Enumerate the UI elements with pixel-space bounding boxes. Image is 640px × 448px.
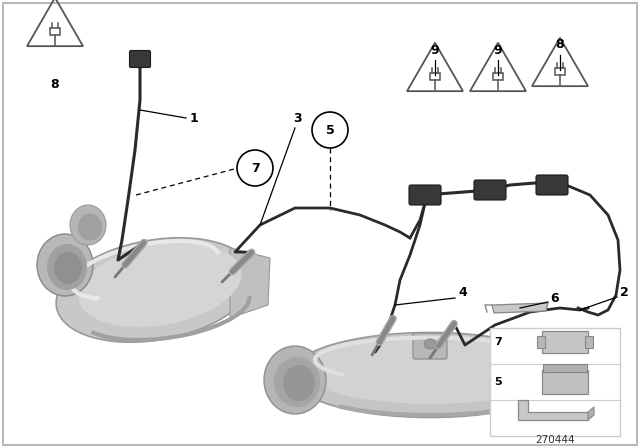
Text: 8: 8 (51, 78, 60, 91)
Ellipse shape (70, 205, 106, 245)
FancyBboxPatch shape (542, 370, 588, 394)
FancyBboxPatch shape (536, 175, 568, 195)
Ellipse shape (54, 252, 82, 284)
Circle shape (312, 112, 348, 148)
Ellipse shape (79, 243, 241, 327)
Text: 9: 9 (493, 43, 502, 56)
FancyBboxPatch shape (413, 333, 447, 359)
Ellipse shape (283, 365, 315, 401)
Ellipse shape (47, 244, 87, 290)
Ellipse shape (424, 339, 436, 349)
Text: 5: 5 (494, 377, 502, 387)
Text: 3: 3 (294, 112, 302, 125)
Circle shape (237, 150, 273, 186)
Polygon shape (230, 248, 270, 318)
Ellipse shape (78, 214, 102, 241)
Text: 8: 8 (556, 39, 564, 52)
Polygon shape (518, 400, 588, 420)
FancyBboxPatch shape (129, 51, 150, 68)
Text: 2: 2 (620, 285, 628, 298)
Ellipse shape (56, 238, 254, 342)
Ellipse shape (274, 357, 320, 407)
FancyBboxPatch shape (490, 328, 620, 436)
FancyBboxPatch shape (542, 331, 588, 353)
FancyBboxPatch shape (543, 364, 587, 372)
Text: 7: 7 (494, 337, 502, 347)
Ellipse shape (264, 346, 326, 414)
FancyBboxPatch shape (474, 180, 506, 200)
Text: 9: 9 (431, 43, 439, 56)
Polygon shape (588, 407, 594, 420)
Text: 4: 4 (458, 285, 467, 298)
Text: 270444: 270444 (535, 435, 575, 445)
Ellipse shape (546, 358, 586, 402)
Text: 1: 1 (190, 112, 199, 125)
Ellipse shape (303, 336, 557, 404)
Text: 5: 5 (326, 124, 334, 137)
Polygon shape (492, 303, 548, 313)
FancyBboxPatch shape (585, 336, 593, 348)
Ellipse shape (290, 332, 570, 418)
Ellipse shape (37, 234, 93, 296)
FancyBboxPatch shape (537, 336, 545, 348)
Text: 6: 6 (550, 292, 559, 305)
FancyBboxPatch shape (409, 185, 441, 205)
Ellipse shape (541, 348, 595, 408)
Text: 7: 7 (251, 161, 259, 175)
